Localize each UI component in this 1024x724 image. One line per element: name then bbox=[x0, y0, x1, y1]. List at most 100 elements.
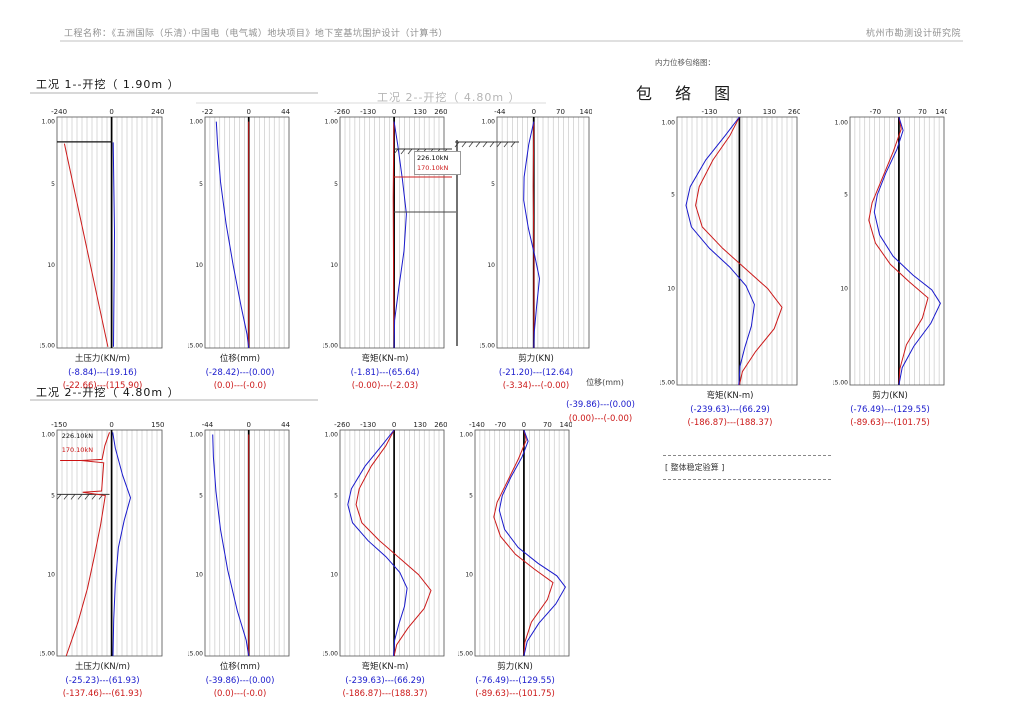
svg-text:1.00: 1.00 bbox=[662, 119, 676, 126]
svg-text:-44: -44 bbox=[202, 421, 214, 429]
envv-axis-title: 剪力(KN) bbox=[872, 391, 908, 401]
svg-text:-130: -130 bbox=[360, 108, 376, 116]
r1c3-plot: -260 -130 0 130 260 1.00 5 10 15.00 bbox=[321, 108, 448, 350]
r1c4-plot: -44 0 70 140 1.00 5 10 15.00 bbox=[478, 108, 593, 350]
svg-text:-240: -240 bbox=[51, 108, 67, 116]
svg-text:170.10kN: 170.10kN bbox=[62, 446, 94, 454]
svg-text:1.00: 1.00 bbox=[190, 119, 204, 126]
r1c4-axis-title: 剪力(KN) bbox=[518, 354, 554, 364]
svg-text:70: 70 bbox=[918, 108, 927, 116]
svg-text:15.00: 15.00 bbox=[458, 651, 473, 658]
case1-label: 工况 1--开挖（ 1.90m ） bbox=[36, 78, 180, 91]
stability-note: [ 整体稳定验算 ] bbox=[663, 455, 831, 480]
svg-text:10: 10 bbox=[195, 572, 203, 579]
r2c1-range-blue: (-25.23)---(61.93) bbox=[65, 676, 140, 686]
svg-text:0: 0 bbox=[246, 108, 250, 116]
chart-envv: -70 0 70 140 1.00 5 10 15.00 剪力(KN) (-76.49)---(1… bbox=[831, 105, 949, 435]
svg-text:-130: -130 bbox=[701, 108, 717, 116]
chart-r1c2: -22 0 44 1.00 5 10 15.00 位移(mm) (-28.42)---(0.00… bbox=[186, 105, 292, 398]
case2-label: 工况 2--开挖（ 4.80m ） bbox=[36, 386, 180, 399]
chart-r2c3: -260 -130 0 130 260 1.00 5 10 15.00 弯矩(KN-m) (-239… bbox=[321, 418, 448, 706]
svg-text:5: 5 bbox=[469, 493, 473, 500]
chart-r1c1: -240 0 240 1.00 5 10 15.00 土压力(KN/m) (-8.84)---(… bbox=[38, 105, 165, 398]
svg-text:-150: -150 bbox=[51, 421, 67, 429]
svg-text:1.00: 1.00 bbox=[835, 119, 849, 126]
r1c2-range-blue: (-28.42)---(0.00) bbox=[205, 368, 275, 378]
svg-text:0: 0 bbox=[737, 108, 741, 116]
case2-ghost-label: 工况 2--开挖（ 4.80m ） bbox=[377, 91, 521, 104]
svg-text:0: 0 bbox=[522, 421, 526, 429]
svg-text:260: 260 bbox=[434, 108, 447, 116]
project-title: 工程名称：《五洲国际（乐清）·中国电（电气城）地块项目》地下室基坑围护设计（计算… bbox=[64, 29, 448, 39]
svg-text:0: 0 bbox=[246, 421, 250, 429]
r2c2-axis-title: 位移(mm) bbox=[219, 662, 261, 672]
r2c3-axis-title: 弯矩(KN-m) bbox=[361, 662, 409, 672]
svg-text:1.00: 1.00 bbox=[42, 119, 56, 126]
envv-range-red: (-89.63)---(101.75) bbox=[850, 418, 930, 428]
svg-text:15.00: 15.00 bbox=[188, 651, 203, 658]
svg-text:1.00: 1.00 bbox=[325, 432, 339, 439]
svg-text:15.00: 15.00 bbox=[188, 343, 203, 350]
r2c4-plot: -140 -70 0 70 140 1.00 5 10 15.00 bbox=[456, 421, 573, 658]
svg-text:15.00: 15.00 bbox=[660, 379, 675, 386]
anchor-force-1: 226.10kN bbox=[417, 154, 449, 162]
r1c1-range-red: (-22.66)---(115.90) bbox=[62, 381, 143, 391]
chart-r1c3: -260 -130 0 130 260 1.00 5 10 15.00 弯矩(KN-m) (-1.8… bbox=[321, 105, 448, 398]
anchor-force-box: 226.10kN 170.10kN bbox=[414, 151, 461, 176]
svg-text:10: 10 bbox=[487, 262, 495, 269]
r2c1-axis-title: 土压力(KN/m) bbox=[74, 662, 131, 672]
svg-text:-70: -70 bbox=[495, 421, 506, 429]
r2c2-plot: -44 0 44 1.00 5 10 15.00 bbox=[186, 421, 291, 658]
envm-range-red: (-186.87)---(188.37) bbox=[687, 418, 773, 428]
ghost-displacement-red-range: (0.00)---(-0.00) bbox=[568, 414, 633, 424]
svg-text:-140: -140 bbox=[469, 421, 485, 429]
r1c1-axis-title: 土压力(KN/m) bbox=[74, 354, 131, 364]
envm-range-blue: (-239.63)---(66.29) bbox=[690, 405, 770, 415]
r1c1-range-blue: (-8.84)---(19.16) bbox=[68, 368, 137, 378]
svg-text:-44: -44 bbox=[494, 108, 506, 116]
svg-text:70: 70 bbox=[556, 108, 565, 116]
svg-text:260: 260 bbox=[788, 108, 800, 116]
chart-r2c2: -44 0 44 1.00 5 10 15.00 位移(mm) (-39.86)---(0.00… bbox=[186, 418, 292, 706]
r1c2-range-red: (0.0)---(-0.0) bbox=[213, 381, 267, 391]
svg-text:15.00: 15.00 bbox=[833, 379, 848, 386]
svg-text:-130: -130 bbox=[360, 421, 376, 429]
chart-r1c4: -44 0 70 140 1.00 5 10 15.00 剪力(KN) (-21.20)---(1… bbox=[478, 105, 593, 398]
r1c3-range-blue: (-1.81)---(65.64) bbox=[350, 368, 420, 378]
envelope-caption: 内力位移包络图： bbox=[655, 58, 715, 67]
svg-text:5: 5 bbox=[51, 493, 55, 500]
envm-plot: -130 0 130 260 1.00 5 10 15.00 bbox=[658, 108, 801, 386]
svg-text:130: 130 bbox=[413, 108, 426, 116]
ghost-displacement-blue-range: (-39.86)---(0.00) bbox=[566, 400, 635, 410]
r2c4-range-red: (-89.63)---(101.75) bbox=[475, 689, 555, 699]
svg-text:15.00: 15.00 bbox=[40, 343, 55, 350]
svg-text:15.00: 15.00 bbox=[323, 651, 338, 658]
institute-name: 杭州市勘测设计研究院 bbox=[866, 29, 962, 39]
r2c4-range-blue: (-76.49)---(129.55) bbox=[475, 676, 555, 686]
svg-text:10: 10 bbox=[195, 262, 203, 269]
svg-text:10: 10 bbox=[330, 572, 338, 579]
svg-text:5: 5 bbox=[334, 181, 338, 188]
r2c1-range-red: (-137.46)---(61.93) bbox=[62, 689, 143, 699]
svg-text:5: 5 bbox=[199, 181, 203, 188]
svg-text:260: 260 bbox=[434, 421, 447, 429]
svg-text:10: 10 bbox=[667, 286, 675, 293]
svg-text:130: 130 bbox=[413, 421, 426, 429]
svg-text:1.00: 1.00 bbox=[460, 432, 474, 439]
svg-text:0: 0 bbox=[897, 108, 901, 116]
r2c3-range-blue: (-239.63)---(66.29) bbox=[345, 676, 425, 686]
svg-text:-260: -260 bbox=[334, 421, 350, 429]
r2c3-range-red: (-186.87)---(188.37) bbox=[342, 689, 428, 699]
svg-text:150: 150 bbox=[151, 421, 164, 429]
svg-text:1.00: 1.00 bbox=[325, 119, 339, 126]
r1c3-range-red: (-0.00)---(-2.03) bbox=[351, 381, 419, 391]
stability-note-text: [ 整体稳定验算 ] bbox=[665, 463, 725, 472]
chart-envm: -130 0 130 260 1.00 5 10 15.00 弯矩(KN-m) (-239.63)… bbox=[658, 105, 801, 435]
svg-text:0: 0 bbox=[392, 421, 396, 429]
svg-text:10: 10 bbox=[47, 572, 55, 579]
r1c2-axis-title: 位移(mm) bbox=[219, 354, 261, 364]
svg-text:0: 0 bbox=[392, 108, 396, 116]
svg-text:0: 0 bbox=[532, 108, 536, 116]
